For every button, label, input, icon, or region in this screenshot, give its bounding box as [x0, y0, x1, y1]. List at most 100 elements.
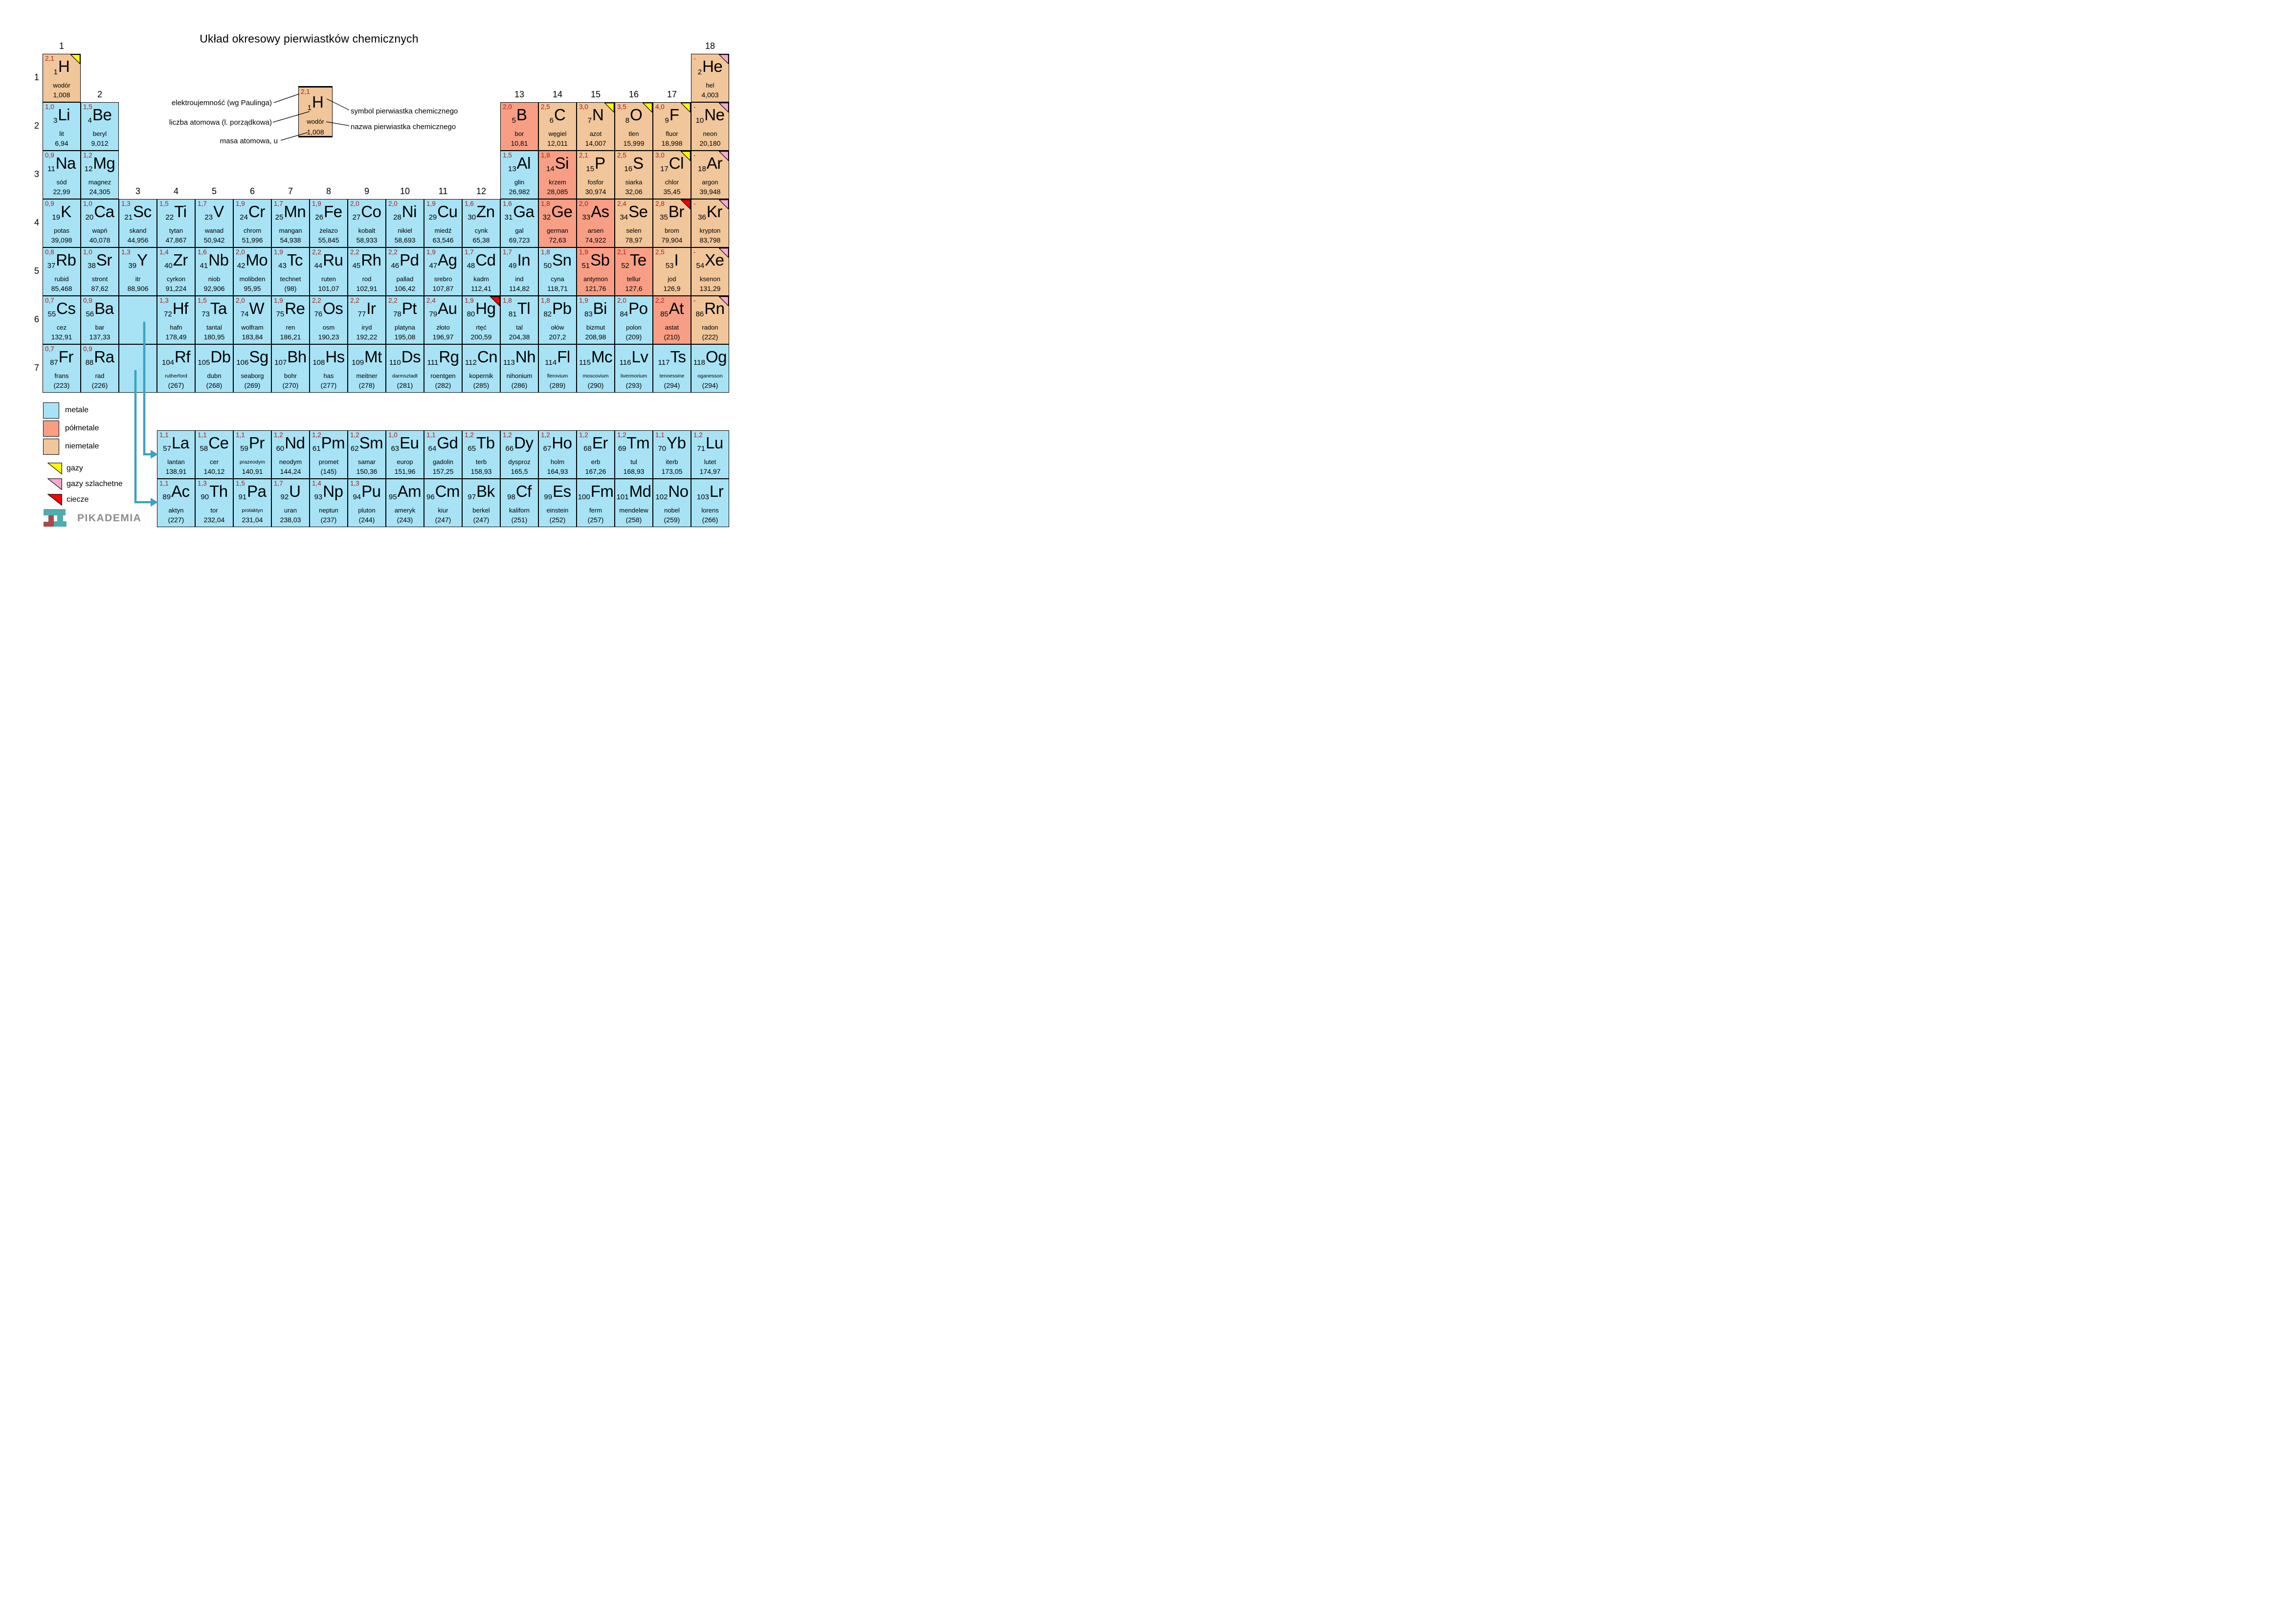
element-symbol: Ac: [171, 482, 190, 500]
atomic-mass: (286): [511, 381, 528, 389]
element-cell-cu: 1,9 29Cu miedź 63,546: [424, 199, 462, 247]
atomic-mass: 151,96: [394, 467, 416, 475]
element-name: dubn: [207, 372, 222, 379]
element-cell-ra: 0,9 88Ra rad (226): [81, 344, 119, 393]
atomic-mass: 208,98: [585, 333, 606, 341]
atomic-mass: 26,982: [509, 188, 530, 196]
element-cell-ti: 1,5 22Ti tytan 47,867: [157, 199, 195, 247]
atomic-number: 68: [583, 445, 592, 453]
period-label-1: 1: [34, 72, 39, 82]
element-symbol: Lu: [705, 434, 723, 452]
element-name: antymon: [583, 275, 608, 283]
period-label-3: 3: [34, 169, 39, 179]
element-symbol-row: 36Kr: [691, 202, 729, 227]
element-cell-ds: 110Ds darmsztadt (281): [386, 344, 424, 393]
element-cell-pu: 1,3 94Pu pluton (244): [348, 479, 386, 527]
element-name: bor: [514, 130, 524, 137]
element-name: meitner: [356, 372, 378, 379]
element-symbol-row: 62Sm: [348, 433, 385, 459]
element-symbol-row: 69Tm: [615, 433, 652, 459]
element-name: polon: [626, 324, 642, 331]
electronegativity-value: 1,8: [541, 248, 550, 256]
element-symbol: Am: [397, 482, 422, 500]
atomic-mass: (278): [358, 381, 375, 389]
element-symbol-row: 51Sb: [577, 250, 614, 276]
legend-noble-gases-label: gazy szlachetne: [67, 480, 123, 488]
atomic-mass: 207,2: [549, 333, 566, 341]
element-symbol-row: 57La: [157, 433, 195, 459]
liquid-corner-icon: [490, 296, 500, 306]
atomic-number: 36: [698, 213, 706, 222]
element-cell-cr: 1,9 24Cr chrom 51,996: [233, 199, 271, 247]
element-cell-cs: 0,7 55Cs cez 132,91: [43, 296, 81, 344]
atomic-mass-annotation-label: masa atomowa, u: [220, 137, 278, 145]
atomic-mass: (282): [435, 381, 451, 389]
atomic-mass: 118,71: [547, 285, 568, 292]
group-label-16: 16: [628, 89, 639, 99]
element-name: kobalt: [358, 227, 376, 234]
element-symbol-row: 86Rn: [691, 299, 729, 324]
element-symbol: Al: [516, 154, 531, 172]
electronegativity-value: 1,5: [198, 297, 207, 304]
symbol-annotation-label: symbol pierwiastka chemicznego: [351, 107, 458, 115]
atomic-number: 29: [428, 213, 437, 222]
element-name: bar: [95, 324, 105, 331]
group-label-10: 10: [400, 186, 410, 196]
element-name: bohr: [284, 372, 297, 379]
element-name: rutherford: [165, 373, 187, 379]
atomic-number: 93: [314, 493, 323, 501]
atomic-mass: (270): [282, 381, 299, 389]
element-name: molibden: [239, 275, 266, 283]
atomic-number: 118: [693, 358, 705, 367]
electronegativity-value: 2,0: [617, 297, 626, 304]
element-symbol-row: 9F: [653, 105, 691, 131]
atomic-number: 8: [625, 116, 630, 125]
nonmetals-swatch: [43, 438, 59, 455]
element-symbol-row: 70Yb: [653, 433, 691, 459]
period-label-6: 6: [34, 314, 39, 324]
element-cell-nh: 113Nh nihonium (286): [500, 344, 538, 393]
element-name: krypton: [699, 227, 721, 234]
element-symbol: P: [595, 154, 605, 172]
element-cell-zr: 1,4 40Zr cyrkon 91,224: [157, 247, 195, 296]
element-symbol: Zr: [173, 251, 188, 269]
atomic-number: 115: [579, 358, 591, 367]
element-cell-mo: 2,0 42Mo molibden 95,95: [233, 247, 271, 296]
element-symbol: Hg: [475, 299, 496, 317]
element-name: cer: [209, 458, 219, 466]
element-symbol: Ts: [670, 348, 686, 366]
atomic-mass: 92,906: [203, 285, 225, 292]
atomic-mass: 174,97: [699, 467, 721, 475]
atomic-number: 116: [619, 358, 631, 367]
element-symbol-row: 54Xe: [691, 250, 729, 276]
element-cell-sn: 1,8 50Sn cyna 118,71: [538, 247, 577, 296]
element-symbol-row: 1H: [299, 92, 332, 118]
group-label-4: 4: [173, 186, 178, 196]
element-name: kiur: [438, 507, 448, 514]
element-cell-pt: 2,2 78Pt platyna 195,08: [386, 296, 424, 344]
atomic-number: 10: [695, 116, 704, 125]
element-symbol: Tb: [476, 434, 495, 452]
atomic-number: 23: [204, 213, 213, 222]
element-name: iterb: [666, 458, 678, 466]
element-name: livermorium: [620, 373, 647, 379]
electronegativity-value: 2,2: [655, 297, 665, 304]
atomic-number: 117: [658, 358, 670, 367]
element-name: chlor: [665, 178, 679, 186]
element-cell-np: 1,4 93Np neptun (237): [310, 479, 348, 527]
element-name: beryl: [92, 130, 107, 137]
atomic-mass: 47,867: [165, 236, 187, 244]
element-cell-sb: 1,9 51Sb antymon 121,76: [577, 247, 615, 296]
atomic-mass: 6,94: [55, 139, 68, 147]
element-symbol-row: 108Hs: [310, 347, 347, 373]
element-name: europ: [397, 458, 413, 466]
element-name: azot: [589, 130, 602, 137]
electronegativity-value: 1,5: [236, 480, 245, 487]
element-cell-n: 3,0 7N azot 14,007: [577, 102, 615, 151]
element-symbol: Se: [628, 202, 648, 221]
electronegativity-value: 2,4: [617, 200, 626, 207]
element-symbol-row: 78Pt: [386, 299, 424, 324]
element-symbol-row: 53I: [653, 250, 691, 276]
atomic-number: 101: [616, 493, 629, 501]
atomic-number: 77: [357, 310, 366, 318]
